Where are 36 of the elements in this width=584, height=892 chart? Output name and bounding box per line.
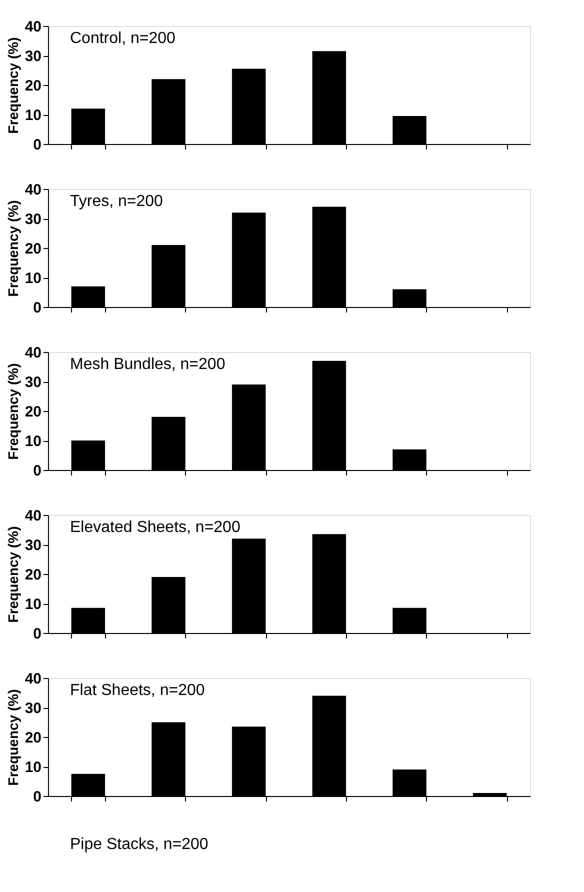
y-tick-label: 0 (33, 462, 42, 480)
y-tick-label: 10 (24, 107, 42, 124)
y-tick-label: 40 (24, 670, 42, 688)
y-tick-label: 30 (24, 537, 42, 554)
y-tick-label: 20 (24, 566, 42, 584)
y-tick-label: 10 (24, 596, 42, 613)
text: Pipe Stacks, n=200 (70, 836, 208, 853)
chart-title: Mesh Bundles, n=200 (70, 356, 226, 373)
y-tick-label: 10 (24, 759, 42, 776)
y-tick-label: 20 (24, 404, 42, 420)
y-axis-title: Frequency (%) (4, 526, 21, 623)
y-tick-label: 40 (24, 344, 42, 362)
y-tick-label: 0 (33, 300, 42, 316)
y-axis-title: Frequency (%) (4, 689, 21, 786)
y-tick-label: 40 (24, 182, 42, 198)
y-tick-label: 10 (24, 270, 42, 287)
y-tick-label: 40 (24, 508, 42, 524)
y-tick-label: 10 (24, 433, 42, 450)
y-tick-label: 30 (24, 374, 42, 391)
y-axis-title: Frequency (%) (4, 200, 21, 297)
chart-title: Tyres, n=200 (70, 193, 164, 210)
y-tick-label: 30 (24, 48, 42, 65)
y-tick-label: 20 (24, 240, 42, 258)
y-tick-label: 0 (33, 788, 42, 806)
y-tick-label: 0 (33, 626, 42, 642)
chart-title: Flat Sheets, n=200 (70, 682, 205, 699)
y-axis-title: Frequency (%) (4, 363, 21, 460)
y-axis-title: Frequency (%) (4, 37, 21, 134)
y-tick-label: 30 (24, 211, 42, 228)
y-tick-label: 20 (24, 78, 42, 94)
y-tick-label: 20 (24, 730, 42, 746)
y-tick-label: 0 (33, 136, 42, 154)
chart-title: Elevated Sheets, n=200 (70, 519, 240, 536)
y-tick-label: 30 (24, 700, 42, 717)
chart-title: Control, n=200 (70, 30, 176, 47)
y-tick-label: 40 (24, 18, 42, 36)
